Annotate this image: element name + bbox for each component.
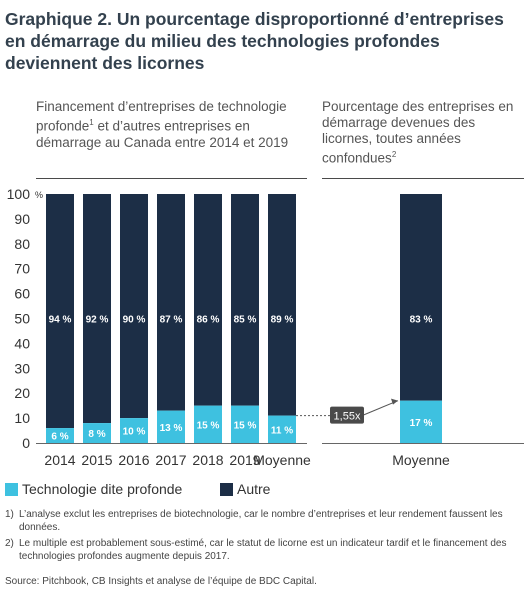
bar-segment-autre	[157, 194, 185, 411]
data-label-autre: 94 %	[49, 315, 72, 326]
footnote-text: Le multiple est probablement sous-estimé…	[19, 538, 507, 562]
annotation-badge	[330, 406, 364, 424]
bar-segment-autre	[120, 194, 148, 419]
annotation-arrowhead	[391, 398, 398, 405]
data-label-deep-tech: 8 %	[88, 429, 105, 440]
data-label-deep-tech: 13 %	[160, 423, 183, 434]
legend-item-other: Autre	[220, 481, 270, 497]
bar-segment-autre	[231, 194, 259, 406]
bar-segment-autre	[400, 194, 442, 401]
x-tick-label: 2017	[155, 452, 186, 468]
annotation-arrow-line	[361, 400, 399, 417]
x-tick-label: 2016	[118, 452, 149, 468]
data-label-deep-tech: 17 %	[410, 418, 433, 429]
x-tick-label: 2014	[44, 452, 75, 468]
y-tick-label: 0	[22, 435, 30, 451]
bar-segment-deep-tech	[157, 410, 185, 443]
bar-segment-autre	[46, 194, 74, 429]
bar-segment-deep-tech	[83, 423, 111, 443]
legend-label-other: Autre	[237, 481, 271, 497]
legend-swatch-other	[220, 482, 233, 496]
footnote-number: 2)	[5, 538, 14, 549]
right-panel-subtitle: Pourcentage des entreprises en démarrage…	[322, 99, 514, 166]
y-tick-label: 100	[7, 186, 31, 202]
footnote-number: 1)	[5, 509, 14, 520]
y-tick-label: 10	[14, 410, 30, 426]
y-tick-label: 40	[14, 335, 30, 351]
data-label-deep-tech: 6 %	[51, 432, 68, 443]
y-tick-label: 70	[14, 261, 30, 277]
x-tick-label: Moyenne	[392, 452, 450, 468]
annotation-multiple-label: 1,55x	[334, 411, 361, 423]
data-label-autre: 90 %	[123, 315, 146, 326]
legend-swatch-deep-tech	[5, 482, 18, 496]
data-label-autre: 86 %	[197, 315, 220, 326]
bar-segment-autre	[194, 194, 222, 406]
stacked-bar-chart: 0 10 20 30 40 50 60 70 80 90 100 % 6 % 94 % 2014 8 % 92 …	[7, 186, 524, 468]
data-label-autre: 92 %	[86, 315, 109, 326]
y-unit-label: %	[35, 190, 43, 200]
right-panel-divider	[322, 178, 524, 179]
left-panel-subtitle: Financement d’entreprises de technologie…	[36, 99, 289, 150]
chart-title: Graphique 2. Un pourcentage disproportio…	[5, 9, 504, 73]
legend-label-deep-tech: Technologie dite profonde	[22, 481, 183, 497]
bar-segment-deep-tech	[231, 405, 259, 443]
bar-segment-autre	[83, 194, 111, 424]
bar-segment-deep-tech	[194, 405, 222, 443]
footnote-1: 1) L’analyse exclut les entreprises de b…	[5, 508, 520, 534]
x-tick-label: Moyenne	[253, 452, 311, 468]
bar-segment-autre	[268, 194, 296, 416]
x-tick-label: 2019	[229, 452, 260, 468]
y-tick-label: 30	[14, 360, 30, 376]
data-label-autre: 87 %	[160, 315, 183, 326]
source-note: Source: Pitchbook, CB Insights et analys…	[5, 576, 317, 587]
data-label-autre: 83 %	[410, 315, 433, 326]
footnote-2: 2) Le multiple est probablement sous-est…	[5, 537, 520, 563]
data-label-autre: 85 %	[234, 315, 257, 326]
bar-segment-deep-tech	[46, 428, 74, 443]
x-tick-label: 2018	[192, 452, 223, 468]
y-tick-label: 50	[14, 311, 30, 327]
y-tick-label: 80	[14, 236, 30, 252]
bar-segment-deep-tech	[268, 415, 296, 443]
data-label-autre: 89 %	[271, 315, 294, 326]
left-panel-divider	[36, 178, 307, 179]
bar-segment-deep-tech	[120, 418, 148, 443]
data-label-deep-tech: 11 %	[271, 425, 293, 436]
footnote-text: L’analyse exclut les entreprises de biot…	[19, 509, 503, 533]
legend-item-deep-tech: Technologie dite profonde	[5, 481, 182, 497]
data-label-deep-tech: 10 %	[123, 427, 146, 438]
bar-segment-deep-tech	[400, 400, 442, 443]
data-label-deep-tech: 15 %	[197, 420, 220, 431]
x-tick-label: 2015	[81, 452, 112, 468]
y-tick-label: 60	[14, 286, 30, 302]
footnotes: 1) L’analyse exclut les entreprises de b…	[5, 508, 520, 566]
y-tick-label: 20	[14, 385, 30, 401]
y-tick-label: 90	[14, 211, 30, 227]
data-label-deep-tech: 15 %	[234, 420, 257, 431]
